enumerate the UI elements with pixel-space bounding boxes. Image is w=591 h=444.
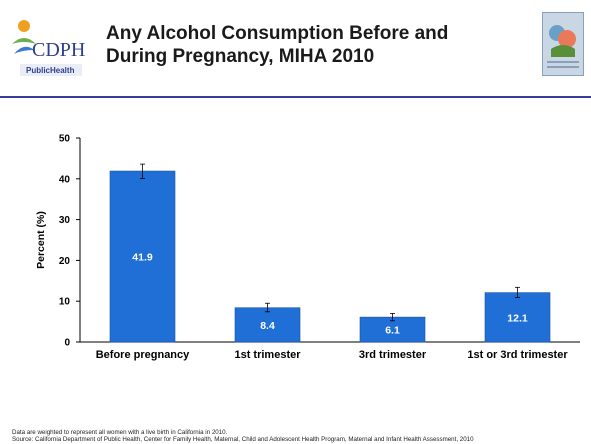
data-label: 12.1 <box>507 312 528 324</box>
bar-chart: 0 10 20 30 40 50 Percent (%) 41.9 Before pregnan… <box>35 134 580 361</box>
cdph-logo: CDPH PublicHealth <box>6 14 96 90</box>
footnote-line-1: Data are weighted to represent all women… <box>12 429 228 436</box>
footnote: Data are weighted to represent all women… <box>12 429 587 443</box>
category-label: 1st or 3rd trimester <box>467 349 568 361</box>
slide-header: CDPH PublicHealth Any Alcohol Consumptio… <box>0 0 591 98</box>
header-divider <box>0 96 591 98</box>
data-label: 6.1 <box>385 325 400 337</box>
miha-logo-icon <box>543 13 583 75</box>
y-tick-label: 0 <box>64 338 70 349</box>
miha-logo <box>542 12 584 76</box>
page-title: Any Alcohol Consumption Before and Durin… <box>106 22 526 68</box>
footnote-line-2: Source: California Department of Public … <box>12 436 474 443</box>
y-tick-label: 30 <box>59 215 71 226</box>
cdph-logo-icon: CDPH PublicHealth <box>12 20 85 76</box>
bar <box>359 316 426 343</box>
category-label: 1st trimester <box>234 349 301 361</box>
y-tick-label: 50 <box>59 134 71 145</box>
y-tick-label: 10 <box>59 297 71 308</box>
y-axis-title: Percent (%) <box>35 211 47 269</box>
bar <box>484 292 551 343</box>
data-label: 8.4 <box>260 320 275 332</box>
title-line-2: During Pregnancy, MIHA 2010 <box>106 46 375 67</box>
category-label: 3rd trimester <box>359 349 427 361</box>
chart-area: 0 10 20 30 40 50 Percent (%) 41.9 Before pregnan… <box>0 110 591 370</box>
category-label: Before pregnancy <box>96 349 190 361</box>
bar <box>234 307 301 343</box>
data-label: 41.9 <box>132 252 153 264</box>
y-tick-label: 40 <box>59 174 71 185</box>
bar <box>109 170 176 343</box>
y-tick-label: 20 <box>59 256 71 267</box>
cdph-logo-subtext: PublicHealth <box>26 66 75 75</box>
cdph-logo-text: CDPH <box>32 39 85 61</box>
title-line-1: Any Alcohol Consumption Before and <box>106 23 449 44</box>
